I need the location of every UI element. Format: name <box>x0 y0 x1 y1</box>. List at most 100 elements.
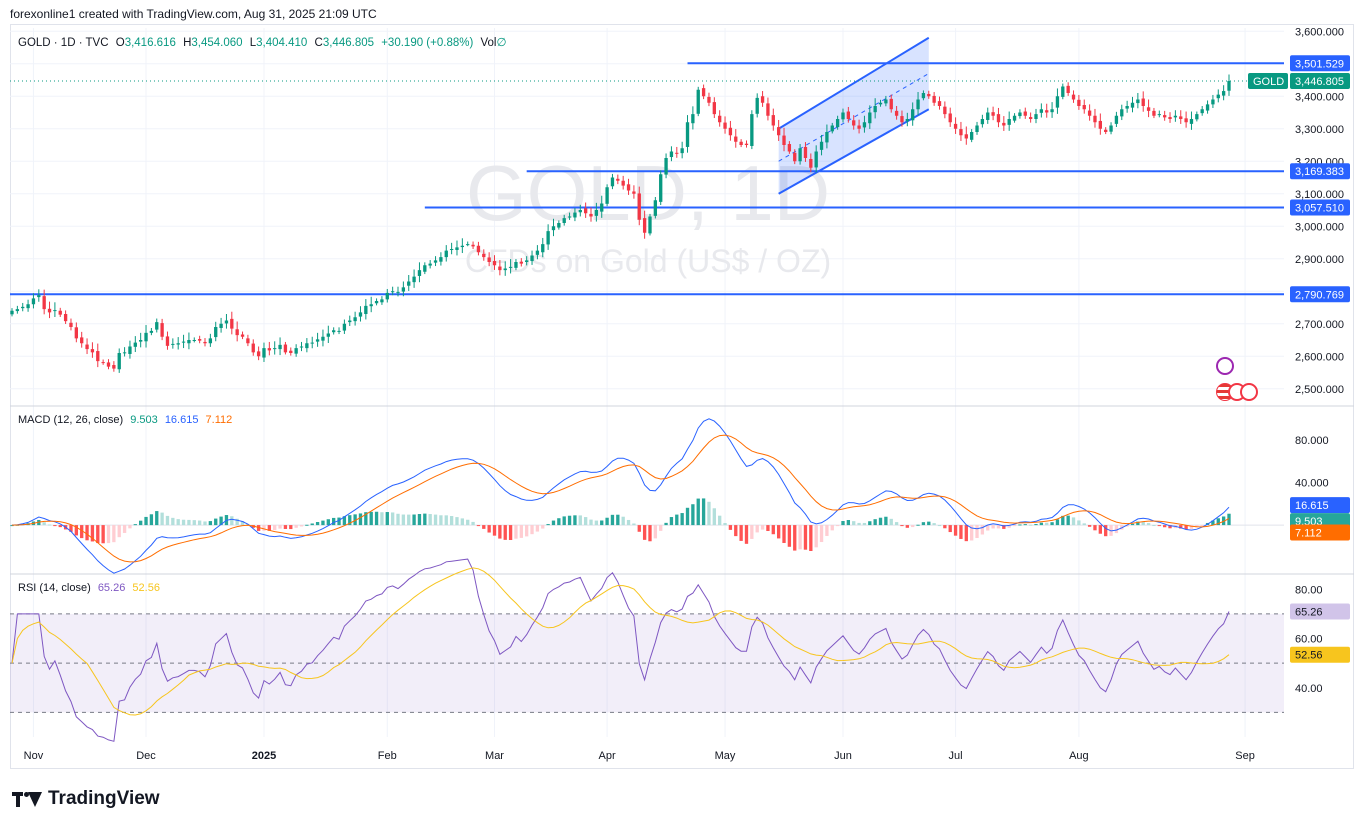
price-axis[interactable]: 3,600.0003,500.0003,400.0003,300.0003,20… <box>1295 26 1344 695</box>
candle-body <box>583 208 588 214</box>
macd-histogram-bar <box>203 521 207 526</box>
macd-histogram-bar <box>192 520 196 526</box>
candle-body <box>1082 105 1086 110</box>
time-tick-label: Apr <box>599 750 616 762</box>
macd-histogram-bar <box>1125 525 1129 527</box>
macd-histogram-bar <box>734 525 738 537</box>
macd-histogram-bar <box>208 521 213 526</box>
macd-histogram-bar <box>927 521 931 526</box>
macd-histogram-bar <box>589 519 593 526</box>
macd-histogram-bar <box>47 524 52 526</box>
macd-histogram-bar <box>1221 516 1226 526</box>
macd-histogram-bar <box>637 525 641 532</box>
candle-body <box>353 317 357 322</box>
vol-label: Vol <box>480 37 497 49</box>
candle-body <box>160 323 164 337</box>
macd-histogram-bar <box>171 517 175 526</box>
candle-body <box>508 266 513 268</box>
macd-value: 9.503 <box>130 414 158 426</box>
horizontal-levels[interactable] <box>10 62 1284 296</box>
candle-body <box>996 114 1001 123</box>
candle-body <box>74 327 78 339</box>
macd-histogram-bar <box>1163 525 1167 528</box>
candle-body <box>439 257 443 262</box>
candle-body <box>760 96 765 103</box>
macd-histogram-bar <box>739 525 743 541</box>
candle-body <box>664 158 668 175</box>
candle-body <box>122 352 127 354</box>
macd-histogram-bar <box>1189 525 1194 529</box>
macd-histogram-bar <box>144 516 148 526</box>
candle-body <box>471 244 475 247</box>
macd-histogram-bar <box>975 525 979 539</box>
candle-body <box>1114 115 1119 124</box>
candle-body <box>610 177 615 187</box>
candle-body <box>589 213 593 217</box>
last-price-badge: 3,446.805 <box>1295 76 1344 88</box>
price-tick-label: 2,600.000 <box>1295 351 1344 363</box>
macd-histogram-bar <box>1130 523 1135 526</box>
macd-histogram-bar <box>894 522 899 526</box>
candle-body <box>621 180 625 186</box>
time-axis[interactable]: Nov Dec 2025 Feb Mar Apr May Jun Jul Aug Sep <box>24 750 1255 762</box>
candle-body <box>369 304 373 307</box>
macd-histogram-bar <box>337 517 341 526</box>
macd-histogram-bar <box>626 519 631 526</box>
candle-body <box>251 343 255 353</box>
macd-histogram-bar <box>58 525 62 528</box>
candle-body <box>787 144 792 152</box>
macd-histogram-bar <box>830 525 834 531</box>
macd-histogram-bar <box>1023 524 1027 526</box>
tradingview-logo[interactable]: TradingView <box>12 788 160 810</box>
macd-histogram-bar <box>353 514 357 526</box>
macd-histogram-bar <box>728 525 733 530</box>
macd-line <box>11 418 1230 574</box>
macd-histogram-bar <box>401 514 406 526</box>
macd-histogram-bar <box>380 512 384 526</box>
price-tick-label: 2,700.000 <box>1295 319 1344 331</box>
macd-histogram-bar <box>1157 525 1161 527</box>
candle-body <box>433 260 438 263</box>
time-tick-label: Dec <box>136 750 156 762</box>
candle-body <box>1189 119 1194 124</box>
macd-histogram-bar <box>1136 521 1140 526</box>
macd-histogram-bar <box>10 525 14 527</box>
candle-body <box>267 348 272 351</box>
candle-body <box>723 122 727 129</box>
candle-body <box>841 112 845 120</box>
last-price-badge-bg <box>1290 73 1350 90</box>
candle-body <box>96 351 100 362</box>
candle-body <box>921 93 926 99</box>
macd-histogram-bar <box>616 514 620 526</box>
candle-body <box>101 362 105 364</box>
candle-body <box>348 320 352 323</box>
rsi-ma-line <box>11 567 1230 716</box>
macd-histogram-bar <box>1034 524 1038 526</box>
lightning-icon[interactable] <box>1216 357 1234 375</box>
macd-histogram-bar <box>149 514 154 526</box>
candle-body <box>1195 114 1199 120</box>
candle-body <box>31 298 36 305</box>
macd-histogram-bar <box>439 515 443 526</box>
macd-signal-line <box>11 434 1230 563</box>
candle-body <box>691 114 695 124</box>
candle-body <box>144 332 148 342</box>
macd-histogram-bar <box>112 525 116 543</box>
candle-body <box>948 113 952 123</box>
candle-body <box>1018 112 1022 117</box>
rsi-ma-value: 52.56 <box>132 582 160 594</box>
macd-histogram-bar <box>235 518 239 526</box>
level-price-badge: 3,057.510 <box>1295 203 1344 215</box>
event-marker-icon[interactable] <box>1240 383 1258 401</box>
candle-body <box>492 261 497 266</box>
candle-body <box>1125 106 1129 109</box>
candle-body <box>15 309 20 312</box>
ohlc-open: O3,416.616 <box>116 37 176 49</box>
candle-body <box>803 146 808 158</box>
candle-body <box>1077 99 1081 106</box>
macd-histogram-bar <box>305 524 309 526</box>
macd-histogram-bar <box>503 525 507 540</box>
candle-body <box>750 114 754 146</box>
macd-histogram-bar <box>878 517 883 526</box>
